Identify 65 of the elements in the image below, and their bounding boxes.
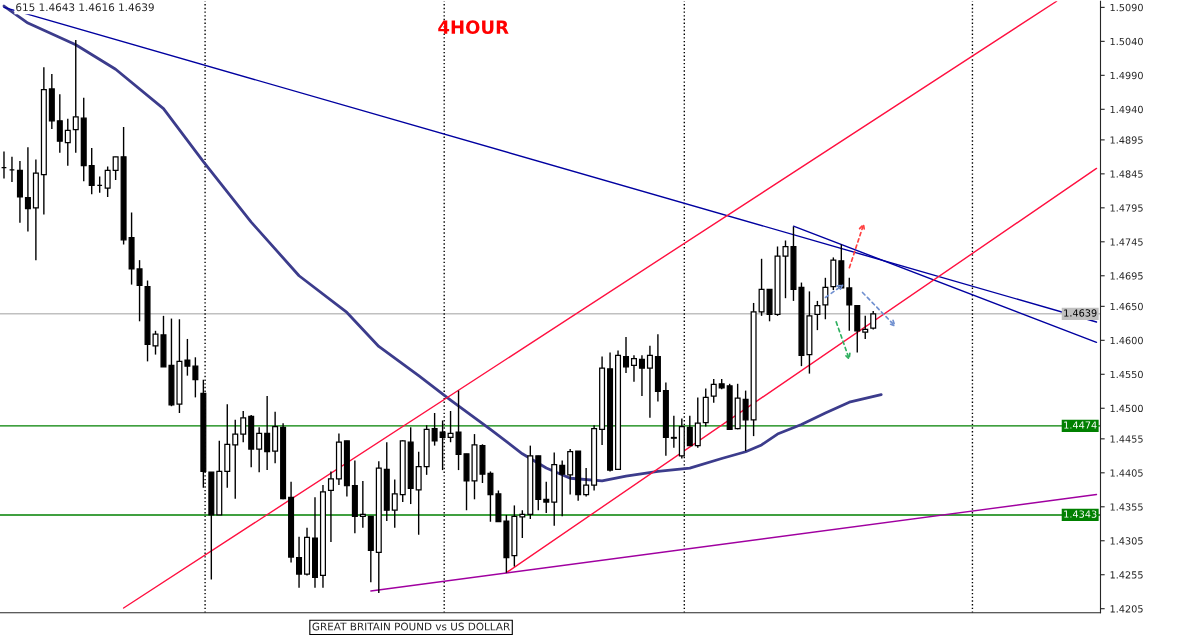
ref-line-label: 1.4639 xyxy=(1064,309,1097,317)
candlestick xyxy=(814,300,821,331)
y-tick-label: 1.5090 xyxy=(1110,3,1143,12)
candlestick xyxy=(559,459,566,517)
y-tick-label: 1.4405 xyxy=(1110,469,1143,477)
candlestick xyxy=(638,354,645,397)
y-tick-label: 1.4990 xyxy=(1110,71,1143,80)
candlestick xyxy=(136,259,143,322)
y-tick-label: 1.4355 xyxy=(1110,503,1143,511)
y-tick-label: 1.4305 xyxy=(1110,537,1143,545)
y-tick-label: 1.4845 xyxy=(1110,170,1143,178)
candlestick xyxy=(240,410,247,443)
candlestick xyxy=(694,396,701,449)
y-tick-label: 1.4600 xyxy=(1110,336,1143,345)
candlestick xyxy=(232,419,239,500)
candlestick xyxy=(88,147,95,195)
candlestick xyxy=(431,412,438,447)
candlestick xyxy=(670,415,677,449)
candlestick xyxy=(583,467,590,498)
candlestick xyxy=(758,258,765,317)
candlestick xyxy=(192,356,199,399)
candlestick xyxy=(567,448,574,496)
y-tick-label: 1.4650 xyxy=(1110,302,1143,311)
candlestick xyxy=(822,277,829,320)
y-tick-label: 1.4895 xyxy=(1110,136,1143,144)
candlestick xyxy=(64,118,71,167)
candlestick xyxy=(296,535,303,589)
annotation: 615 1.4643 1.4616 1.4639 xyxy=(16,3,154,12)
ref-line-label: 1.4474 xyxy=(1064,421,1097,429)
y-tick-label: 1.4695 xyxy=(1110,272,1143,280)
candlestick xyxy=(56,93,63,154)
text: GREAT BRITAIN POUND vs US DOLLAR xyxy=(312,622,510,631)
y-tick-label: 1.4455 xyxy=(1110,435,1143,443)
candlestick xyxy=(415,451,422,536)
candlestick xyxy=(630,354,637,383)
y-tick-label: 1.4940 xyxy=(1110,105,1143,114)
candlestick xyxy=(184,338,191,377)
candlestick xyxy=(862,315,869,340)
line-series xyxy=(2,4,883,483)
candlestick xyxy=(519,509,526,539)
candlestick xyxy=(742,389,749,452)
candlestick xyxy=(256,426,263,473)
candlestick xyxy=(646,345,653,419)
y-tick-label: 1.4550 xyxy=(1110,370,1143,379)
text: 4HOUR xyxy=(438,20,509,35)
ref-line-label: 1.4343 xyxy=(1064,510,1097,518)
candlestick xyxy=(327,470,334,543)
candlestick xyxy=(846,277,853,332)
candlestick xyxy=(391,478,398,529)
candlestick xyxy=(710,378,717,404)
y-tick-label: 1.4255 xyxy=(1110,571,1143,579)
candlestick xyxy=(72,39,79,154)
y-tick-label: 1.4500 xyxy=(1110,404,1143,413)
y-tick-label: 1.5040 xyxy=(1110,37,1143,46)
candlestick xyxy=(104,165,111,198)
candlestick xyxy=(112,156,119,181)
candlestick xyxy=(622,336,630,374)
y-tick-label: 1.4745 xyxy=(1110,238,1143,246)
candlestick xyxy=(264,395,271,471)
candlestick xyxy=(24,146,31,233)
candlestick xyxy=(543,480,550,514)
y-tick-label: 1.4795 xyxy=(1110,204,1143,212)
candlestick xyxy=(359,480,366,529)
candlestick xyxy=(686,415,693,447)
y-tick-label: 1.4205 xyxy=(1110,605,1143,613)
